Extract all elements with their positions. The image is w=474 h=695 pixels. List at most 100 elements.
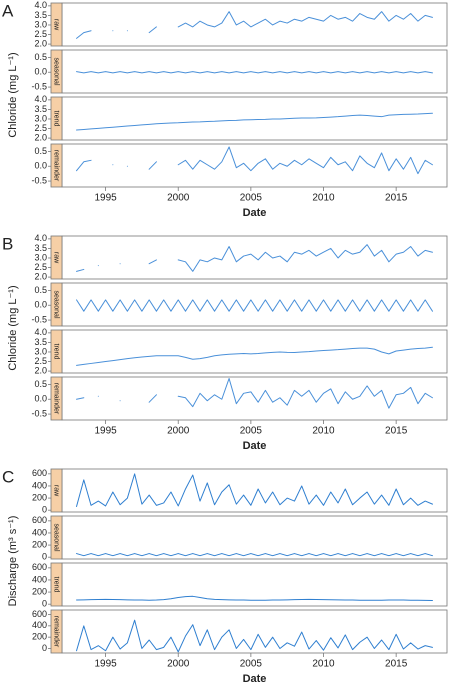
y-tick-label: 400: [32, 620, 47, 630]
y-tick-label: 2.5: [34, 29, 47, 39]
strip: [50, 282, 63, 327]
x-tick-label: 2005: [240, 426, 263, 437]
y-tick-label: -0.5: [31, 175, 47, 185]
y-tick-label: -0.5: [31, 408, 47, 418]
y-tick-label: 0.5: [34, 285, 47, 295]
y-tick-label: 2.5: [34, 123, 47, 133]
panel-label: A: [2, 1, 14, 20]
x-tick-label: 2010: [312, 426, 335, 437]
y-tick-label: 3.0: [34, 19, 47, 29]
y-tick-label: 0.5: [34, 379, 47, 389]
y-tick-label: 0.5: [34, 146, 47, 156]
y-tick-label: 3.0: [34, 252, 47, 262]
strip: [50, 96, 63, 141]
y-tick-label: 600: [32, 609, 47, 619]
series-line: [76, 377, 433, 409]
x-tick-label: 1995: [94, 426, 117, 437]
y-axis-label: Chloride (mg L⁻¹): [7, 285, 19, 370]
x-tick-label: 2015: [385, 659, 408, 670]
panel-frame: [61, 515, 448, 560]
x-tick-label: 2010: [312, 659, 335, 670]
strip-label: raw: [53, 252, 60, 264]
y-tick-label: 2.5: [34, 262, 47, 272]
strip-label: remainder: [53, 383, 60, 415]
panel-frame: [61, 282, 448, 327]
y-tick-label: 0: [42, 505, 47, 515]
strip-label: seasonal: [53, 57, 60, 85]
y-tick-label: 4.0: [34, 0, 47, 10]
y-tick-label: 0: [42, 643, 47, 653]
x-tick-label: 2000: [167, 659, 190, 670]
panel-frame: [61, 376, 448, 421]
strip: [50, 515, 63, 560]
panel-frame: [61, 329, 448, 374]
strip: [50, 2, 63, 47]
y-tick-label: 0.0: [34, 67, 47, 77]
y-tick-label: 3.5: [34, 10, 47, 20]
strip-label: seasonal: [53, 290, 60, 318]
x-tick-label: 2015: [385, 426, 408, 437]
y-tick-label: 0.5: [34, 52, 47, 62]
series-line: [76, 71, 433, 74]
series-line: [76, 553, 433, 557]
strip: [50, 376, 63, 421]
y-axis-label: Chloride (mg L⁻¹): [7, 52, 19, 137]
y-tick-label: 200: [32, 539, 47, 549]
x-tick-label: 2015: [385, 193, 408, 204]
y-tick-label: 200: [32, 586, 47, 596]
y-tick-label: 4.0: [34, 94, 47, 104]
y-tick-label: 600: [32, 468, 47, 478]
x-axis-label: Date: [243, 440, 267, 452]
x-axis-label: Date: [243, 673, 267, 685]
panel-frame: [61, 143, 448, 188]
x-tick-label: 2010: [312, 193, 335, 204]
strip-label: raw: [53, 485, 60, 497]
y-tick-label: -0.5: [31, 314, 47, 324]
series-line: [76, 146, 433, 175]
strip: [50, 609, 63, 654]
y-tick-label: 4.0: [34, 327, 47, 337]
y-tick-label: 3.0: [34, 346, 47, 356]
y-tick-label: 400: [32, 574, 47, 584]
x-tick-label: 2000: [167, 426, 190, 437]
strip: [50, 49, 63, 94]
strip-label: raw: [53, 19, 60, 31]
x-tick-label: 1995: [94, 659, 117, 670]
series-line: [76, 244, 433, 272]
strip: [50, 562, 63, 607]
strip: [50, 143, 63, 188]
panel-frame: [61, 609, 448, 654]
y-tick-label: 2.0: [34, 38, 47, 48]
x-tick-label: 1995: [94, 193, 117, 204]
panel-label: C: [2, 467, 14, 486]
y-tick-label: 2.0: [34, 132, 47, 142]
y-tick-label: 4.0: [34, 233, 47, 243]
series-line: [76, 346, 433, 366]
panel-frame: [61, 96, 448, 141]
x-tick-label: 2005: [240, 193, 263, 204]
x-tick-label: 2005: [240, 659, 263, 670]
y-axis-label: Discharge (m³ s⁻¹): [7, 516, 19, 607]
y-tick-label: 600: [32, 562, 47, 572]
y-tick-label: 0.0: [34, 394, 47, 404]
strip: [50, 235, 63, 280]
strip-label: trend: [53, 577, 60, 593]
series-line: [76, 473, 433, 508]
strip: [50, 329, 63, 374]
y-tick-label: 600: [32, 515, 47, 525]
series-line: [76, 595, 433, 602]
y-tick-label: 3.5: [34, 104, 47, 114]
series-line: [76, 299, 433, 312]
y-tick-label: 2.0: [34, 271, 47, 281]
y-tick-label: 0: [42, 552, 47, 562]
strip-label: remainder: [53, 616, 60, 648]
panel-label: B: [2, 234, 13, 253]
strip-label: trend: [53, 111, 60, 127]
series-line: [76, 112, 433, 131]
y-tick-label: 400: [32, 480, 47, 490]
y-tick-label: 0: [42, 599, 47, 609]
y-tick-label: 200: [32, 492, 47, 502]
y-tick-label: 3.0: [34, 113, 47, 123]
strip-label: trend: [53, 344, 60, 360]
